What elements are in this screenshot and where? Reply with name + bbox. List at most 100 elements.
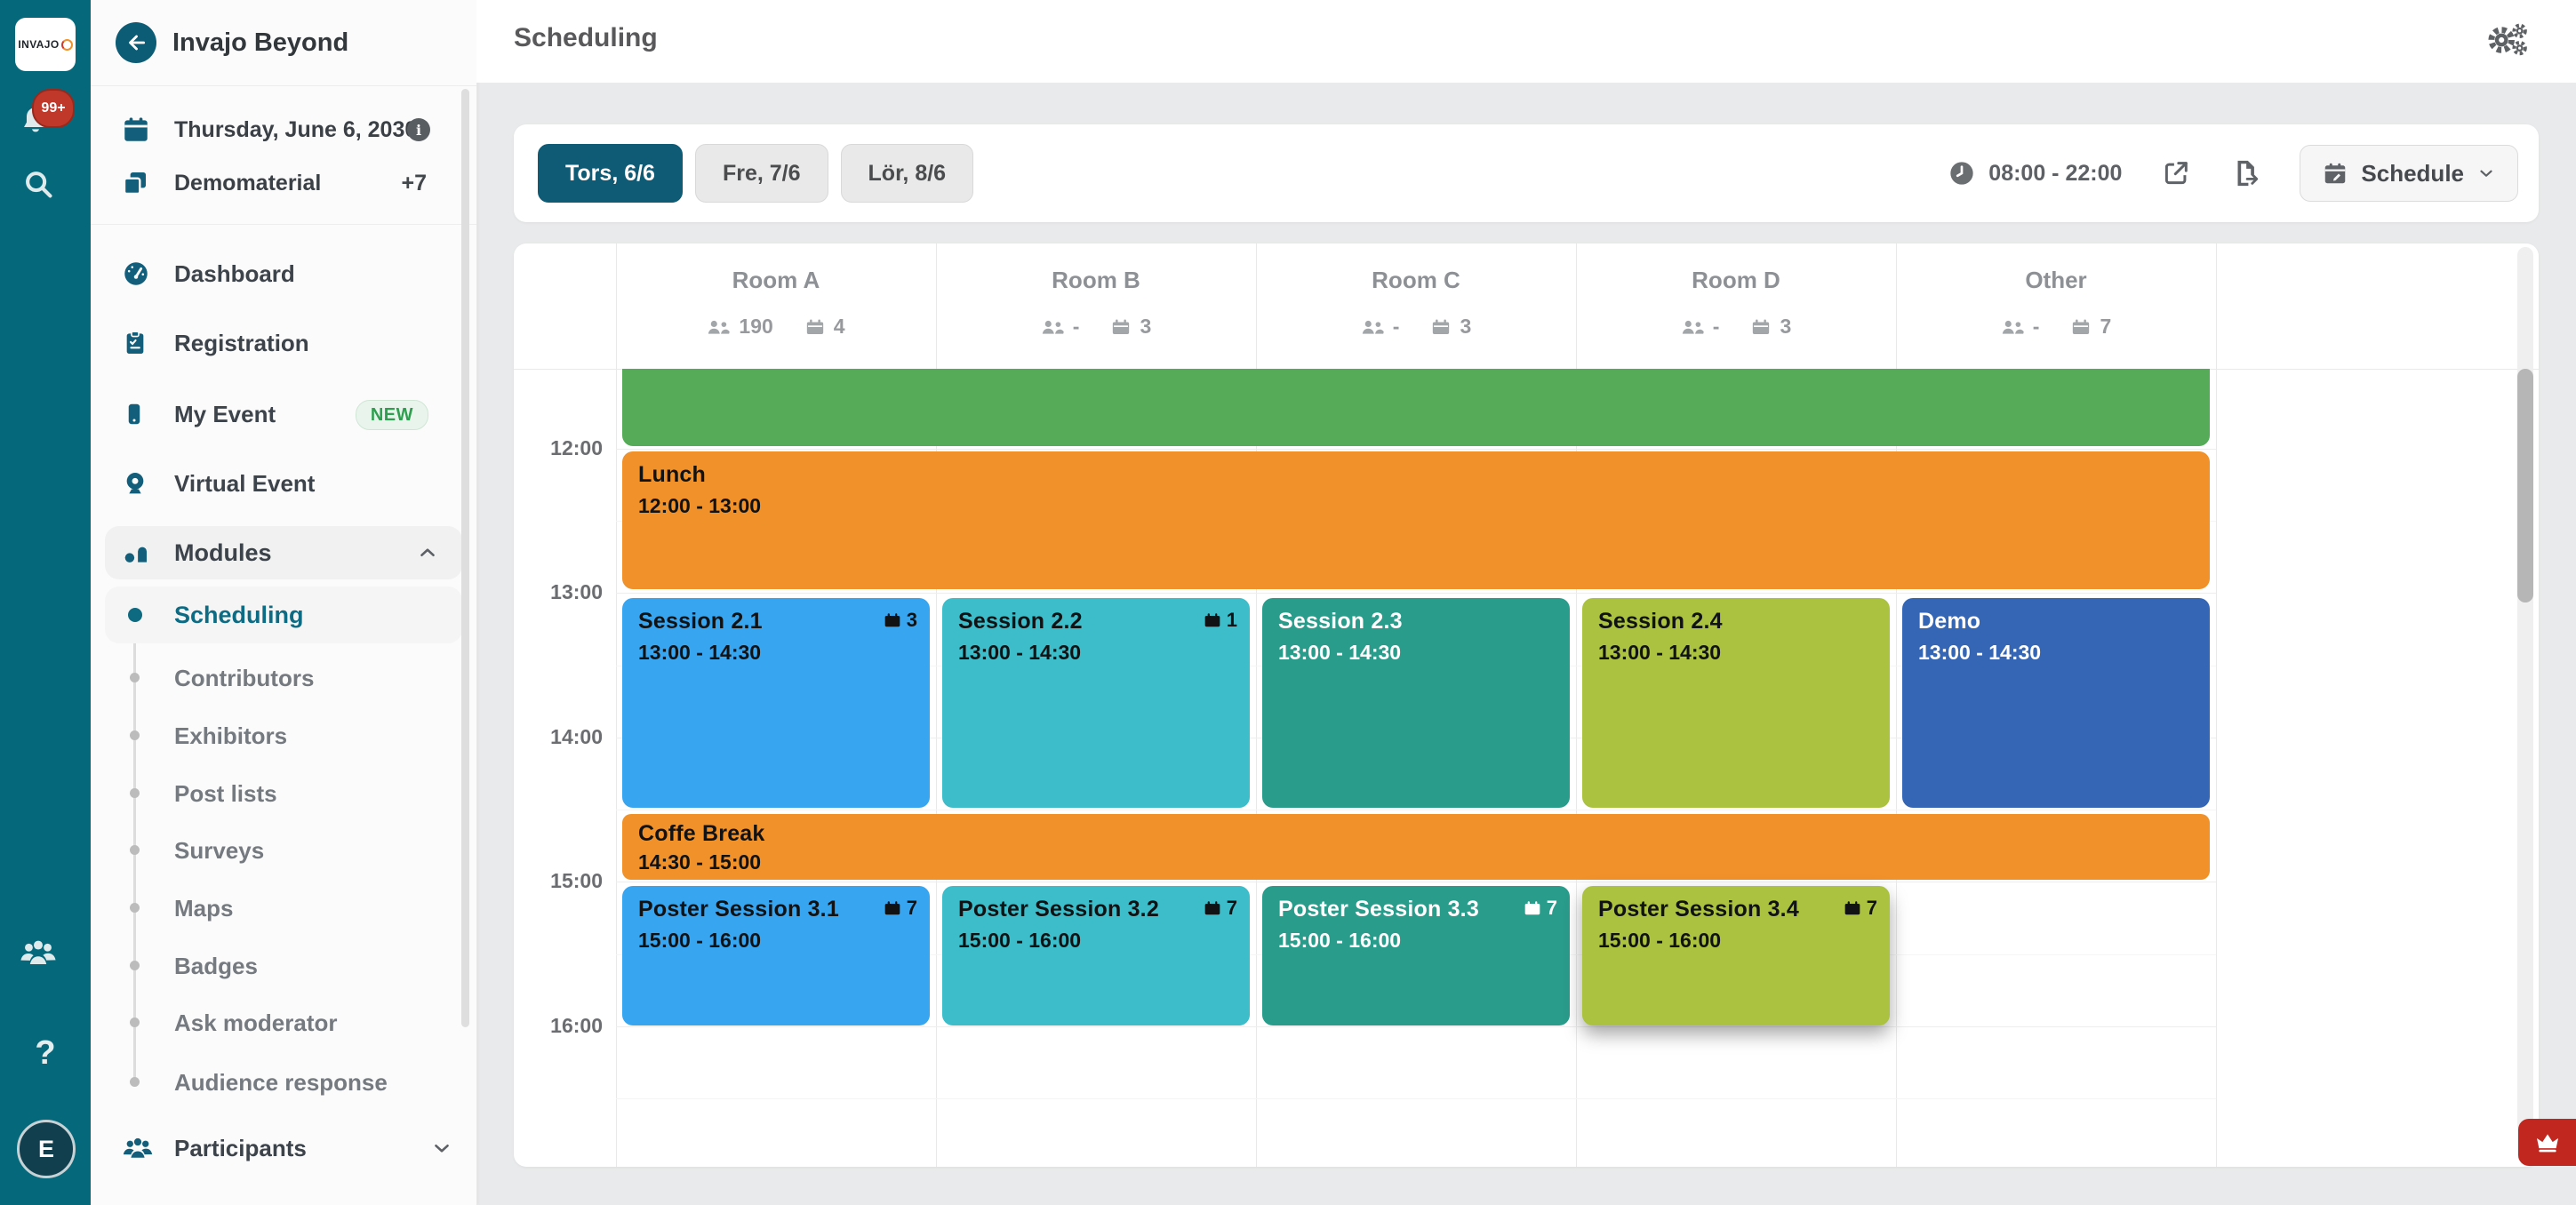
back-button[interactable] — [116, 22, 156, 63]
event-title: Lunch — [638, 462, 706, 487]
sidebar-subitem-post-lists[interactable]: Post lists — [91, 771, 476, 816]
badge-count: 7 — [1866, 897, 1877, 919]
material-row[interactable]: Demomaterial +7 — [91, 160, 476, 206]
event-card-poster-3-1[interactable]: Poster Session 3.1 15:00 - 16:00 7 — [622, 886, 930, 1025]
room-header-c: Room C - 3 — [1256, 243, 1576, 369]
user-avatar[interactable]: E — [17, 1120, 76, 1178]
sidebar-subitem-audience-response[interactable]: Audience response — [91, 1060, 476, 1105]
sidebar-item-virtual-event[interactable]: Virtual Event — [91, 457, 476, 510]
sidebar-scrollbar[interactable] — [461, 89, 469, 1027]
event-card-demo[interactable]: Demo 13:00 - 14:30 — [1902, 598, 2210, 808]
sidebar-item-label: Virtual Event — [174, 470, 316, 497]
sidebar-subitem-ask-moderator[interactable]: Ask moderator — [91, 1001, 476, 1045]
participants-icon — [1681, 317, 1704, 337]
logo-mark-icon — [60, 38, 73, 51]
sidebar-subitem-label: Post lists — [174, 780, 277, 807]
sidebar-subitem-label: Badges — [174, 953, 258, 979]
main-header: Scheduling — [476, 0, 2576, 83]
room-name: Other — [2025, 267, 2087, 293]
badge-count: 1 — [1226, 609, 1237, 631]
day-tab-thursday[interactable]: Tors, 6/6 — [538, 144, 683, 203]
gridline-hour — [616, 1026, 2216, 1027]
day-tabs: Tors, 6/6 Fre, 7/6 Lör, 8/6 — [538, 144, 974, 203]
event-time: 13:00 - 14:30 — [1598, 641, 1722, 664]
event-card-green-cutoff[interactable] — [622, 369, 2210, 446]
event-card-session-2-4[interactable]: Session 2.4 13:00 - 14:30 — [1582, 598, 1890, 808]
session-count-badge: 7 — [884, 897, 917, 920]
event-card-poster-3-3[interactable]: Poster Session 3.3 15:00 - 16:00 7 — [1262, 886, 1570, 1025]
export-file-icon[interactable] — [2230, 158, 2260, 188]
divider — [91, 224, 476, 225]
sessions-calendar-icon — [1431, 317, 1451, 337]
sidebar-item-my-event[interactable]: My Event NEW — [91, 387, 476, 441]
event-time: 13:00 - 14:30 — [638, 641, 762, 664]
external-link-icon[interactable] — [2161, 158, 2191, 188]
session-count-badge: 7 — [1524, 897, 1557, 920]
help-icon[interactable]: ? — [35, 1034, 56, 1072]
participants-icon — [1041, 317, 1064, 337]
sessions-calendar-icon — [805, 317, 825, 337]
session-count-badge: 3 — [884, 609, 917, 632]
room-name: Room A — [732, 267, 820, 293]
column-divider — [1576, 243, 1577, 1167]
event-time: 13:00 - 14:30 — [958, 641, 1082, 664]
sidebar-subitem-surveys[interactable]: Surveys — [91, 828, 476, 873]
event-date-label: Thursday, June 6, 2030 — [174, 117, 418, 142]
event-date-row[interactable]: Thursday, June 6, 2030 i — [91, 107, 476, 153]
event-title: Coffe Break — [638, 821, 765, 846]
sidebar-subitem-contributors[interactable]: Contributors — [91, 656, 476, 700]
room-header-d: Room D - 3 — [1576, 243, 1896, 369]
schedule-calendar-icon — [2322, 160, 2348, 187]
webcam-icon — [121, 468, 149, 499]
room-session-count: 3 — [1140, 315, 1152, 338]
search-icon[interactable] — [21, 167, 55, 201]
arrow-left-icon — [129, 35, 146, 51]
day-tab-saturday[interactable]: Lör, 8/6 — [840, 144, 974, 203]
sidebar-item-registration[interactable]: Registration — [91, 316, 476, 370]
sidebar-item-modules[interactable]: Modules — [105, 526, 462, 579]
event-card-session-2-1[interactable]: Session 2.1 13:00 - 14:30 3 — [622, 598, 930, 808]
event-card-poster-3-4[interactable]: Poster Session 3.4 15:00 - 16:00 7 — [1582, 886, 1890, 1025]
info-icon[interactable]: i — [407, 118, 430, 141]
sidebar-subitem-badges[interactable]: Badges — [91, 944, 476, 988]
chevron-down-icon — [430, 1137, 453, 1160]
mini-calendar-icon — [1204, 613, 1220, 627]
room-session-count: 4 — [833, 315, 845, 338]
dot-icon — [130, 788, 140, 798]
event-card-session-2-2[interactable]: Session 2.2 13:00 - 14:30 1 — [942, 598, 1250, 808]
room-session-count: 3 — [1460, 315, 1472, 338]
sidebar-subitem-maps[interactable]: Maps — [91, 886, 476, 930]
mini-calendar-icon — [884, 901, 900, 915]
schedule-dropdown-label: Schedule — [2361, 159, 2464, 187]
dot-icon — [130, 845, 140, 855]
dot-icon — [130, 1017, 140, 1027]
event-card-coffee-break[interactable]: Coffe Break 14:30 - 15:00 — [622, 814, 2210, 880]
column-divider — [1896, 243, 1897, 1167]
time-label: 15:00 — [550, 869, 603, 892]
upgrade-crown-button[interactable] — [2518, 1119, 2576, 1166]
room-header-b: Room B - 3 — [936, 243, 1256, 369]
event-card-poster-3-2[interactable]: Poster Session 3.2 15:00 - 16:00 7 — [942, 886, 1250, 1025]
time-label: 14:00 — [550, 725, 603, 748]
clock-icon — [1948, 159, 1976, 188]
sidebar-subitem-exhibitors[interactable]: Exhibitors — [91, 714, 476, 758]
mini-calendar-icon — [1844, 901, 1860, 915]
clipboard-icon — [121, 328, 149, 358]
event-card-lunch[interactable]: Lunch 12:00 - 13:00 — [622, 451, 2210, 589]
active-dot-icon — [128, 608, 142, 622]
sidebar-item-participants[interactable]: Participants — [91, 1121, 476, 1175]
event-title: Demo — [1918, 609, 1981, 634]
people-icon[interactable] — [18, 935, 59, 970]
calendar-scrollbar-thumb[interactable] — [2517, 369, 2533, 602]
sidebar-subitem-label: Contributors — [174, 665, 315, 691]
material-label: Demomaterial — [174, 171, 322, 196]
settings-gears-icon[interactable] — [2485, 20, 2530, 65]
room-stats: 190 4 — [616, 315, 936, 339]
calendar-icon — [121, 115, 151, 145]
event-card-session-2-3[interactable]: Session 2.3 13:00 - 14:30 — [1262, 598, 1570, 808]
schedule-view-dropdown[interactable]: Schedule — [2300, 145, 2518, 202]
participants-icon — [2001, 317, 2024, 337]
sidebar-item-dashboard[interactable]: Dashboard — [91, 247, 476, 300]
sidebar-subitem-scheduling[interactable]: Scheduling — [105, 587, 462, 643]
day-tab-friday[interactable]: Fre, 7/6 — [694, 144, 828, 203]
